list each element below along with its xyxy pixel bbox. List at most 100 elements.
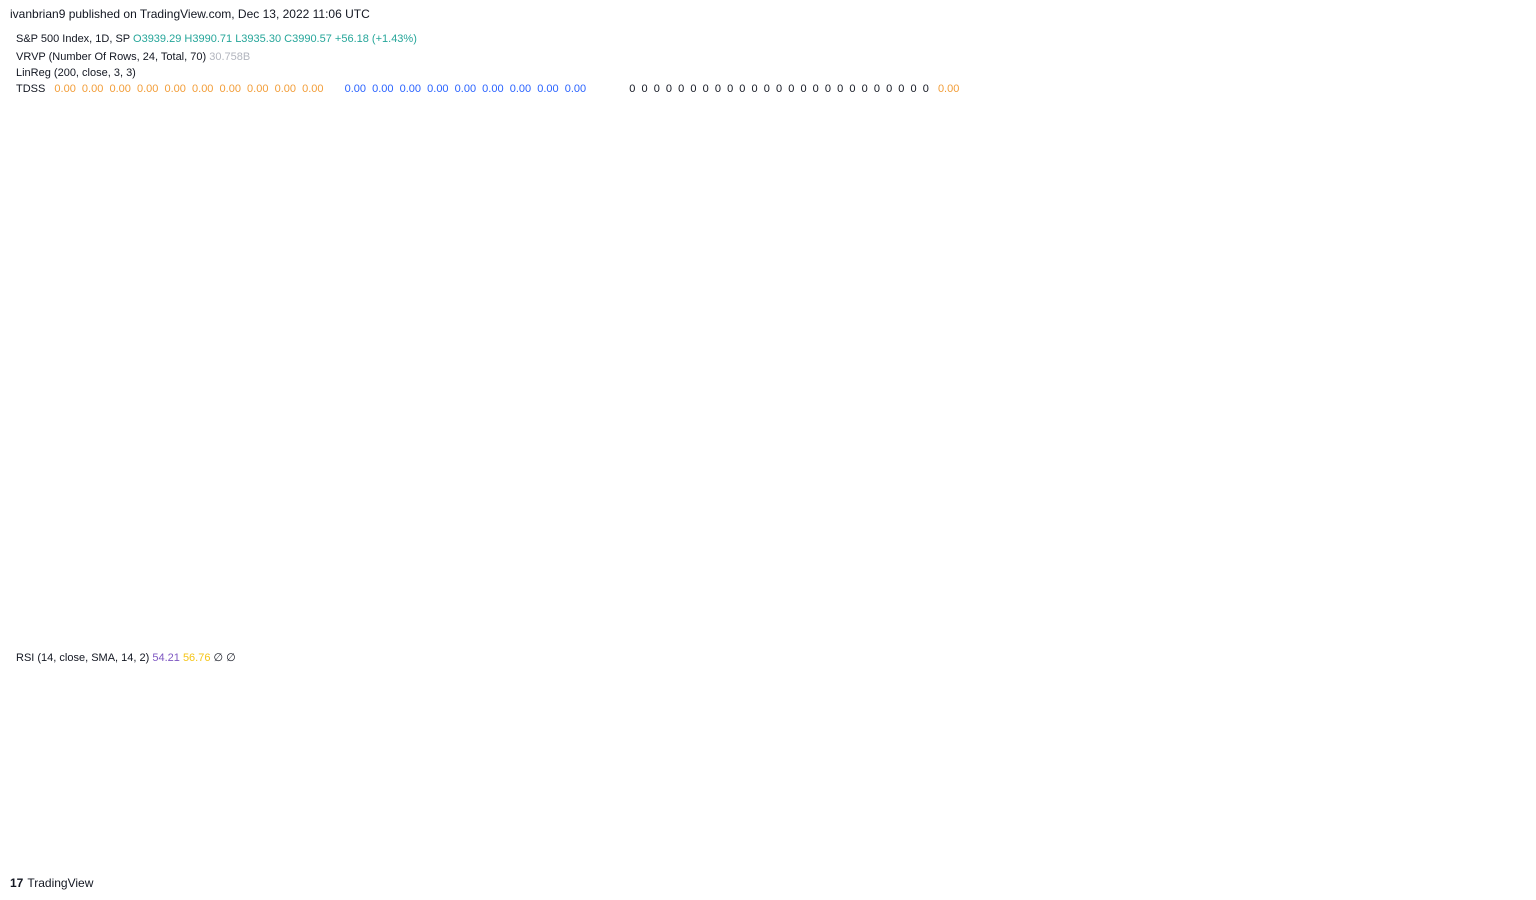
- uptrend-channel-bottom: [9, 175, 483, 437]
- candle-body: [1367, 363, 1374, 380]
- measure-label-1: 686.65 (18.85%) 68665: [1023, 240, 1138, 252]
- brand-name: TradingView: [27, 876, 94, 890]
- time-tick-label: 20: [1452, 849, 1464, 861]
- candle-body: [1067, 282, 1074, 309]
- price-tick-label: 3800.00: [1475, 467, 1515, 479]
- ohlc-high: H3990.71: [184, 33, 233, 45]
- price-highlight-label: 3859.51: [1474, 444, 1514, 456]
- candle-body: [1187, 551, 1194, 558]
- price-tick-label: 3700.00: [1475, 506, 1515, 518]
- downtrend-channel-upper: [659, 50, 1466, 505]
- uptrend-channel-top: [9, 29, 221, 135]
- ohlc-low: L3935.30: [235, 33, 282, 45]
- volume-profile-bar: [1300, 137, 1463, 155]
- channel-pearson-label: 0.6551117467837072: [605, 505, 710, 517]
- candle-body: [1357, 374, 1364, 399]
- candle-body: [847, 336, 854, 361]
- candle-body: [98, 223, 105, 226]
- candle-body: [1167, 507, 1174, 531]
- candle-body: [678, 169, 685, 174]
- vrvp-legend[interactable]: VRVP (Number Of Rows, 24, Total, 70) 30.…: [16, 51, 250, 63]
- td-buy-marker: [1197, 537, 1212, 561]
- volume-profile-bar: [1337, 389, 1463, 407]
- candle-body: [1247, 479, 1254, 489]
- price-tick-label: 3500.00: [1475, 583, 1515, 595]
- rsi-sma-value: 56.76: [182, 652, 211, 664]
- linreg-label: LinReg (200, close, 3, 3): [16, 67, 136, 79]
- td-sell-marker: [1287, 419, 1302, 443]
- candle-body: [797, 371, 804, 403]
- candle-body: [997, 355, 1004, 399]
- price-tick-label: 4200.00: [1475, 312, 1515, 324]
- measure-label-2: 586.81 (16.81%) 58681: [1244, 337, 1359, 349]
- symbol-name: S&P 500 Index, 1D, SP: [16, 33, 130, 45]
- candle-body: [907, 468, 914, 519]
- td-sell-marker: [726, 141, 741, 165]
- volume-profile-bar: [1385, 524, 1463, 542]
- candle-body: [837, 355, 844, 394]
- rsi-sma-line: [11, 675, 1411, 817]
- measure-box-1: [969, 266, 1192, 534]
- rsi-band: [0, 644, 1466, 840]
- candle-body: [388, 118, 395, 131]
- candle-body: [218, 258, 225, 283]
- volume-profile-bar: [1361, 369, 1463, 387]
- time-tick-label: Mar: [652, 849, 671, 861]
- candle-body: [258, 200, 265, 221]
- volume-profile-bar: [1300, 466, 1463, 484]
- candle-body: [1147, 444, 1154, 472]
- linreg-legend[interactable]: LinReg (200, close, 3, 3): [16, 67, 136, 79]
- candle-body: [538, 227, 545, 247]
- candle-body: [128, 207, 135, 209]
- time-tick-label: Jun: [896, 849, 914, 861]
- volume-profile-bar: [1278, 156, 1463, 174]
- candle-body: [1257, 448, 1264, 484]
- candle-body: [278, 169, 285, 177]
- price-highlight-label: 3646.28: [1474, 526, 1514, 538]
- downtrend-channel-bottom: [658, 489, 1181, 644]
- candles: [9, 76, 1413, 563]
- price-highlight-bg: [1467, 461, 1525, 478]
- candle-body: [348, 133, 355, 162]
- tdss-legend[interactable]: TDSS 0.00 0.00 0.00 0.00 0.00 0.00 0.00 …: [16, 83, 959, 95]
- candle-body: [398, 132, 405, 154]
- candle-body: [488, 138, 495, 178]
- volume-profile-bar: [1348, 311, 1463, 329]
- candle-body: [1157, 468, 1164, 511]
- candle-body: [1037, 305, 1044, 321]
- symbol-legend[interactable]: S&P 500 Index, 1D, SP O3939.29 H3990.71 …: [16, 33, 417, 45]
- candle-body: [178, 206, 185, 220]
- tradingview-logo-icon: 17: [10, 876, 24, 890]
- tdss-blue-values: 0.00 0.00 0.00 0.00 0.00 0.00 0.00 0.00 …: [344, 83, 587, 95]
- price-highlight-bg: [1467, 422, 1525, 439]
- candle-body: [308, 130, 315, 143]
- price-axis[interactable]: 4800.00 4700.00 4600.00 4500.00 4400.00 4300.…: [1475, 79, 1515, 634]
- time-tick-label: Aug: [100, 849, 120, 861]
- time-tick-label: Dec: [1375, 849, 1395, 861]
- ohlc-open: O3939.29: [133, 33, 182, 45]
- candle-body: [528, 231, 535, 257]
- volume-profile-bar: [1237, 195, 1463, 213]
- candle-body: [368, 142, 375, 171]
- rsi-tick-label: 50.00: [1475, 736, 1503, 748]
- rsi-tick-label: 30.00: [1475, 801, 1503, 813]
- time-axis[interactable]: Jul Aug Sep Oct Nov Dec 2022 Mar Apr Jun Jul 2 Sep Oc…: [23, 849, 1464, 861]
- candle-body: [927, 460, 934, 495]
- candle-body: [498, 172, 505, 209]
- candle-body: [618, 274, 625, 317]
- candle-body: [268, 180, 275, 200]
- candle-body: [1267, 433, 1274, 447]
- candle-body: [1107, 398, 1114, 410]
- measure-box-2-arrowhead: [1297, 362, 1305, 370]
- volume-profile-bar: [1300, 234, 1463, 252]
- measure-box-2: [1245, 364, 1358, 592]
- candle-body: [807, 405, 814, 422]
- vrvp-value: 30.758B: [209, 51, 251, 63]
- rsi-axis[interactable]: 80.00 70.00 60.00 50.00 40.00 30.00: [1475, 639, 1503, 813]
- rsi-legend[interactable]: RSI (14, close, SMA, 14, 2) 54.21 56.76 …: [16, 651, 236, 664]
- candle-body: [867, 327, 874, 356]
- rsi-label: RSI (14, close, SMA, 14, 2): [16, 652, 150, 664]
- tradingview-brand[interactable]: 17 TradingView: [10, 876, 93, 890]
- rsi-tick-label: 40.00: [1475, 769, 1503, 781]
